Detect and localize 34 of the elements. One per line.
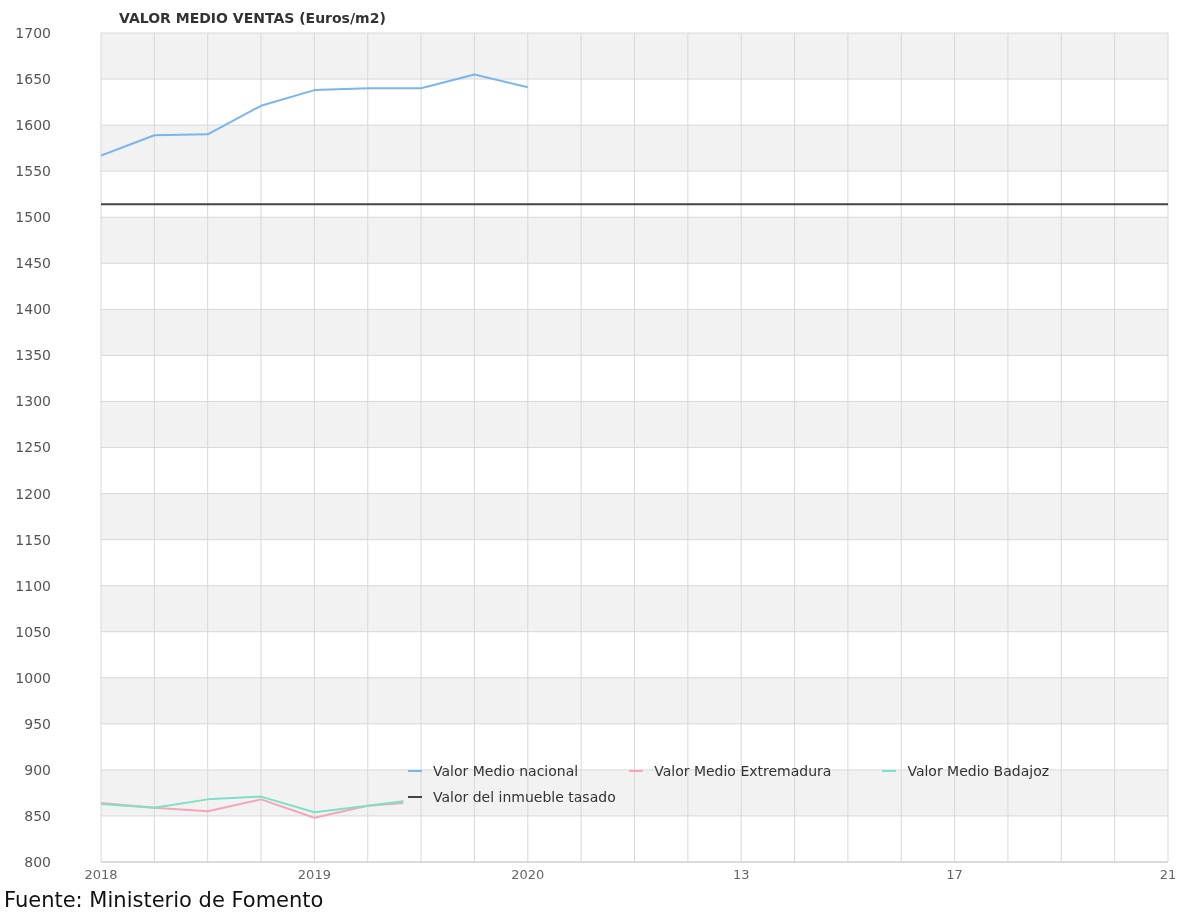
y-tick-label: 1700: [15, 24, 51, 41]
legend-label: Valor Medio nacional: [433, 762, 579, 781]
legend-label: Valor del inmueble tasado: [433, 788, 616, 807]
y-tick-label: 1050: [15, 623, 51, 640]
x-tick-label: 17: [946, 867, 963, 883]
x-tick-label: 13: [732, 867, 750, 883]
legend-label: Valor Medio Extremadura: [654, 762, 832, 781]
y-tick-label: 800: [24, 853, 51, 870]
y-tick-label: 950: [24, 715, 51, 732]
y-tick-label: 1250: [15, 439, 51, 456]
y-tick-label: 1600: [15, 117, 51, 134]
x-tick-label: 2020: [511, 867, 545, 883]
y-tick-label: 900: [24, 761, 51, 778]
y-tick-label: 1400: [15, 301, 51, 318]
line-series: [101, 73, 529, 157]
x-tick-label: 2018: [84, 867, 118, 883]
source-note: Fuente: Ministerio de Fomento: [4, 888, 324, 912]
legend-label: Valor Medio Badajoz: [907, 762, 1050, 781]
x-tick-label: 2019: [297, 867, 331, 883]
line-series: [101, 795, 405, 814]
line-series: [101, 798, 405, 819]
y-tick-label: 1200: [15, 485, 51, 502]
y-tick-label: 1550: [15, 163, 51, 180]
x-tick-label: 21: [1159, 867, 1177, 883]
y-tick-label: 850: [24, 807, 51, 824]
y-tick-label: 1150: [15, 531, 51, 548]
y-tick-label: 1450: [15, 255, 51, 272]
y-tick-label: 1500: [15, 209, 51, 226]
y-tick-label: 1100: [15, 577, 51, 594]
y-tick-label: 1300: [15, 393, 51, 410]
chart-title: VALOR MEDIO VENTAS (Euros/m2): [113, 8, 392, 28]
y-tick-label: 1650: [15, 71, 51, 88]
y-tick-label: 1350: [15, 347, 51, 364]
y-tick-label: 1000: [15, 669, 51, 686]
